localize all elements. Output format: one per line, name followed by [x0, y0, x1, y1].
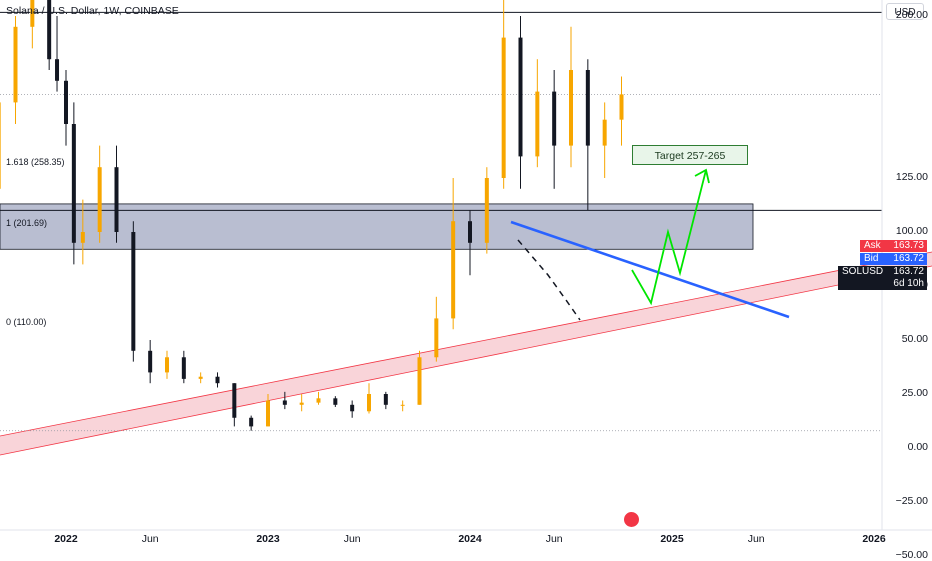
candle-body-38 — [585, 70, 590, 146]
bid-price-tag: Bid 163.72 — [860, 253, 927, 265]
candle-body-2 — [30, 0, 35, 27]
candle-body-13 — [165, 357, 169, 373]
candle-body-1 — [13, 26, 18, 103]
time-tick-label: 2025 — [660, 533, 684, 545]
symbol-label: SOLUSD — [842, 266, 884, 277]
channel-lower-line — [0, 265, 932, 456]
time-tick-label: 2024 — [458, 533, 482, 545]
candle-body-20 — [282, 400, 287, 405]
price-tick-label: 0.00 — [907, 441, 928, 453]
price-tick-label: 100.00 — [895, 225, 928, 237]
candle-body-39 — [602, 119, 607, 146]
candle-body-5 — [55, 59, 60, 81]
channel-upper-line — [0, 251, 932, 437]
rising-channel — [0, 251, 932, 456]
candle-body-29 — [434, 318, 439, 358]
candle-body-7 — [71, 124, 76, 243]
bid-value: 163.72 — [893, 253, 924, 264]
descending-trendline — [510, 220, 790, 319]
last-price-value: 163.72 — [893, 266, 924, 277]
time-tick-label: 2022 — [54, 533, 78, 545]
support-zone-rect — [0, 203, 754, 250]
candle-body-25 — [367, 394, 371, 412]
fib-label-1618: 1.618 (258.35) — [6, 157, 65, 167]
time-tick-label: Jun — [141, 533, 159, 545]
candle-body-40 — [619, 94, 624, 120]
candle-body-19 — [266, 400, 270, 427]
candle-body-27 — [400, 404, 405, 406]
time-tick-label: Jun — [343, 533, 361, 545]
candle-body-30 — [451, 221, 456, 319]
candle-body-37 — [569, 70, 573, 146]
candle-body-10 — [114, 167, 119, 232]
fib-label-1: 1 (201.69) — [6, 218, 48, 228]
dashed-wave-path — [517, 239, 581, 321]
candle-body-18 — [249, 417, 254, 427]
ask-value: 163.73 — [893, 240, 924, 251]
target-label: Target 257-265 — [632, 145, 748, 165]
ask-price-tag: Ask 163.73 — [860, 240, 927, 252]
ask-label: Ask — [864, 240, 881, 251]
time-tick-label: Jun — [545, 533, 563, 545]
price-tick-label: 125.00 — [895, 171, 928, 183]
time-tick-label: Jun — [747, 533, 765, 545]
candles — [0, 0, 624, 431]
bid-label: Bid — [864, 253, 879, 264]
price-tick-label: −25.00 — [895, 495, 928, 507]
candle-body-32 — [484, 178, 489, 243]
candle-body-31 — [468, 221, 472, 243]
candle-body-22 — [316, 398, 321, 403]
candle-body-14 — [181, 357, 186, 379]
price-tick-label: 50.00 — [901, 333, 928, 345]
candle-body-0 — [0, 102, 1, 189]
candle-body-8 — [80, 232, 85, 243]
candle-body-4 — [47, 0, 52, 60]
bar-countdown: 6d 10h — [893, 278, 924, 289]
candle-body-28 — [417, 357, 422, 405]
time-tick-label: 2026 — [862, 533, 886, 545]
candle-body-17 — [232, 383, 237, 418]
time-tick-label: 2023 — [256, 533, 280, 545]
candle-body-11 — [131, 232, 136, 351]
candle-body-16 — [215, 376, 220, 384]
chart-title: Solana / U.S. Dollar, 1W, COINBASE — [6, 5, 179, 17]
candle-body-33 — [501, 37, 506, 178]
candle-body-9 — [97, 167, 102, 232]
candle-body-26 — [383, 394, 388, 405]
projection-arrowhead — [694, 168, 710, 184]
candle-body-24 — [350, 404, 355, 412]
candle-body-6 — [64, 80, 68, 124]
candle-body-36 — [552, 91, 557, 146]
last-price-tag: SOLUSD 163.72 6d 10h — [838, 266, 927, 290]
candle-body-34 — [518, 37, 523, 157]
drawing-overlays — [510, 168, 790, 321]
price-tick-label: 200.00 — [895, 9, 928, 21]
candle-body-21 — [299, 402, 304, 405]
candle-body-35 — [535, 91, 540, 157]
price-tick-label: −50.00 — [895, 549, 928, 561]
support-zone — [0, 203, 754, 250]
candle-body-12 — [148, 350, 153, 373]
fib-label-0: 0 (110.00) — [6, 317, 47, 327]
price-levels — [0, 11, 882, 432]
price-tick-label: 25.00 — [901, 387, 928, 399]
candle-body-15 — [198, 376, 203, 379]
candle-body-23 — [333, 398, 338, 405]
tradingview-logo-icon[interactable] — [624, 512, 639, 527]
currency-selector[interactable]: USD — [886, 3, 924, 20]
projection-path — [631, 169, 707, 306]
channel-fill — [0, 252, 932, 455]
